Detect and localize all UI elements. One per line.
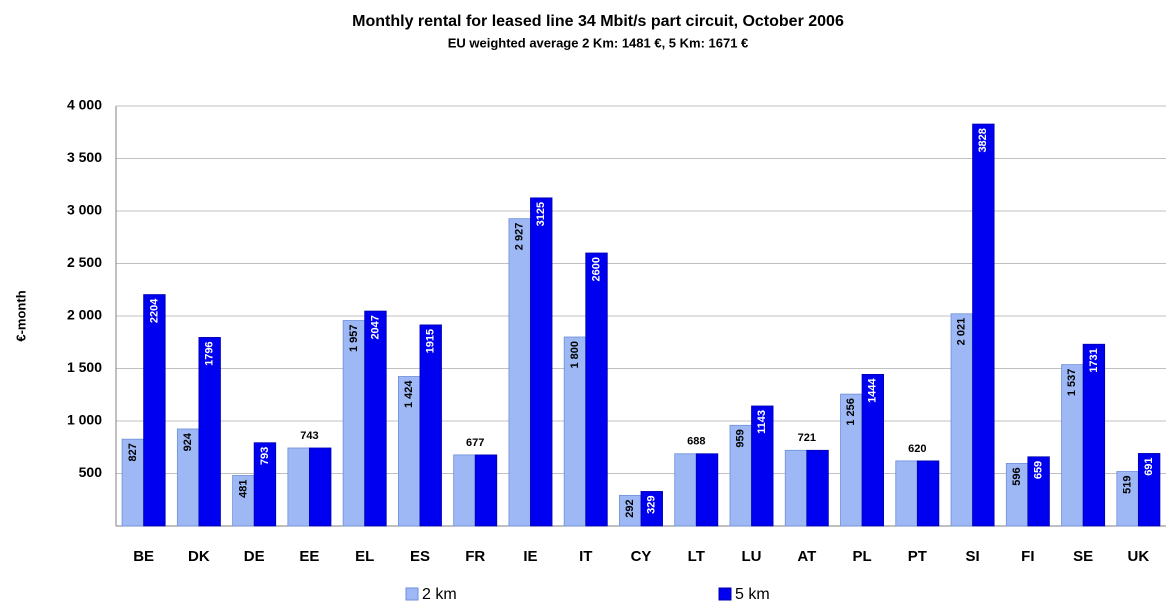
bar [287, 447, 310, 527]
x-tick-label: FI [1021, 548, 1034, 565]
x-tick-label: DK [188, 548, 210, 565]
bar [585, 252, 608, 527]
bar [508, 218, 531, 527]
y-tick-label: 1 500 [67, 359, 102, 375]
x-tick-label: UK [1128, 548, 1150, 565]
bar [364, 310, 387, 527]
data-label: 677 [466, 437, 484, 449]
x-tick-label: LT [688, 548, 705, 565]
bar [474, 454, 498, 527]
bar [198, 337, 221, 527]
data-label: 743 [300, 430, 318, 442]
data-label: 691 [1143, 457, 1155, 475]
bar [895, 460, 918, 527]
y-tick-label: 500 [79, 464, 103, 480]
data-label: 659 [1033, 461, 1045, 479]
data-label: 1796 [204, 341, 216, 365]
y-axis-label: €-month [13, 290, 28, 341]
data-label: 2 021 [956, 318, 968, 346]
x-tick-label: IT [579, 548, 592, 565]
data-label: 2204 [148, 298, 160, 323]
bar [309, 447, 332, 527]
bar [253, 442, 277, 527]
bar [419, 324, 442, 527]
data-label: 1 537 [1066, 369, 1078, 397]
x-tick-label: CY [631, 548, 652, 565]
bar [1137, 453, 1161, 527]
chart-subtitle: EU weighted average 2 Km: 1481 €, 5 Km: … [448, 35, 749, 50]
bar [751, 405, 774, 527]
x-tick-label: FR [465, 548, 485, 565]
data-label: 688 [687, 436, 705, 448]
data-label: 292 [624, 499, 636, 517]
x-tick-label: AT [797, 548, 816, 565]
legend-swatch [405, 587, 419, 601]
x-tick-label: DE [244, 548, 265, 565]
x-tick-label: SI [965, 548, 979, 565]
legend-label: 2 km [422, 586, 457, 603]
data-label: 3125 [535, 202, 547, 226]
x-tick-label: ES [410, 548, 430, 565]
data-label: 1 957 [348, 325, 360, 353]
data-label: 1143 [756, 410, 768, 434]
data-label: 329 [646, 495, 658, 513]
data-label: 2047 [369, 315, 381, 339]
data-label: 2 927 [514, 223, 526, 251]
y-tick-label: 4 000 [67, 97, 102, 113]
x-tick-label: EE [299, 548, 319, 565]
bar [806, 449, 829, 527]
bar [784, 449, 808, 527]
data-label: 827 [127, 443, 139, 461]
bar [1027, 456, 1050, 527]
data-label: 959 [735, 429, 747, 447]
x-tick-label: BE [133, 548, 154, 565]
bar [453, 454, 476, 527]
x-tick-label: PL [852, 548, 871, 565]
legend-label: 5 km [735, 586, 770, 603]
data-label: 721 [798, 432, 816, 444]
chart-title: Monthly rental for leased line 34 Mbit/s… [352, 13, 844, 30]
bar [916, 460, 940, 527]
data-label: 620 [908, 443, 926, 455]
data-label: 519 [1121, 476, 1133, 494]
x-tick-label: LU [742, 548, 762, 565]
data-label: 1731 [1088, 348, 1100, 372]
x-tick-label: IE [523, 548, 537, 565]
data-label: 1444 [867, 378, 879, 403]
data-label: 1 256 [845, 398, 857, 426]
x-tick-label: PT [908, 548, 927, 565]
bar [640, 491, 663, 527]
data-label: 793 [259, 447, 271, 465]
data-label: 596 [1011, 467, 1023, 485]
bar [861, 373, 885, 527]
y-tick-label: 2 500 [67, 254, 102, 270]
y-tick-label: 1 000 [67, 412, 102, 428]
x-tick-label: SE [1073, 548, 1093, 565]
data-label: 924 [182, 432, 194, 451]
legend-swatch [718, 587, 732, 601]
bar [674, 453, 697, 527]
bar [1082, 343, 1106, 527]
bar [143, 294, 166, 527]
data-label: 3828 [977, 128, 989, 152]
x-tick-label: EL [355, 548, 374, 565]
data-label: 1 800 [569, 341, 581, 369]
y-tick-label: 2 000 [67, 307, 102, 323]
y-tick-label: 3 500 [67, 149, 102, 165]
bar [530, 197, 553, 527]
bar [695, 453, 719, 527]
data-label: 1 424 [403, 380, 415, 408]
y-tick-label: 3 000 [67, 202, 102, 218]
data-label: 1915 [425, 329, 437, 353]
bar [972, 123, 995, 527]
data-label: 481 [237, 479, 249, 497]
data-label: 2600 [590, 257, 602, 281]
